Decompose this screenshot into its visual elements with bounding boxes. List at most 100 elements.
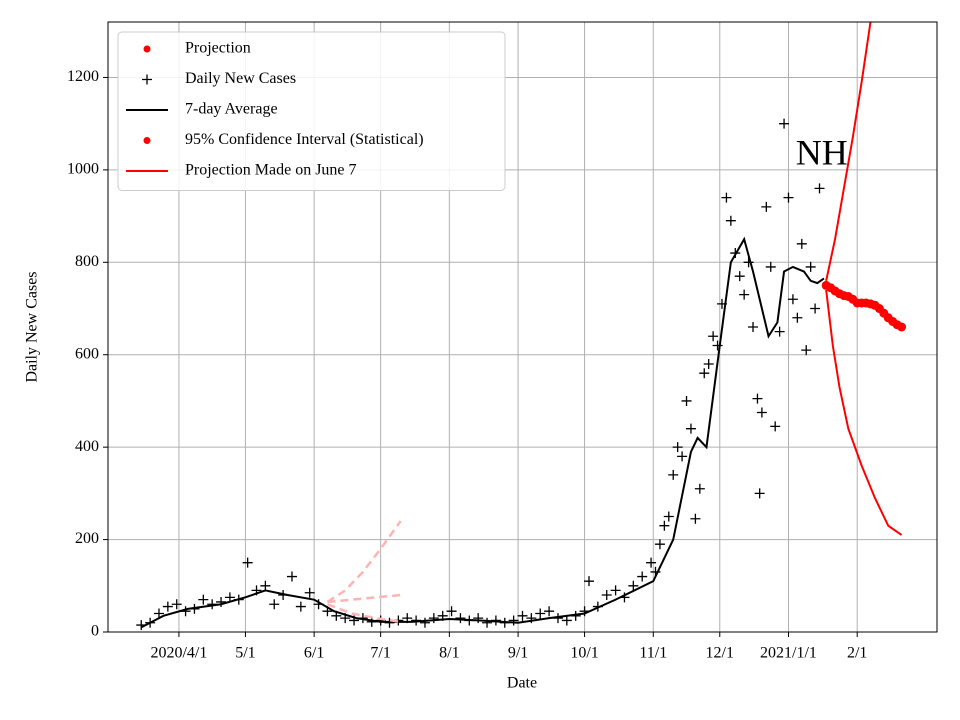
plus-marker	[419, 617, 430, 628]
plus-marker	[690, 513, 701, 524]
x-tick-label: 11/1	[639, 645, 667, 662]
plus-marker	[668, 469, 679, 480]
plus-marker	[765, 261, 776, 272]
plus-marker	[663, 511, 674, 522]
plus-marker	[260, 580, 271, 591]
x-tick-label: 9/1	[508, 645, 528, 662]
x-tick-label: 7/1	[370, 645, 390, 662]
y-tick-label: 400	[75, 438, 99, 455]
plot	[136, 22, 907, 631]
plus-marker	[628, 580, 639, 591]
plus-marker	[739, 289, 750, 300]
annotation: NH	[796, 132, 848, 172]
plus-marker	[659, 520, 670, 531]
legend-marker	[143, 137, 151, 144]
plus-marker	[787, 294, 798, 305]
plus-marker	[269, 599, 280, 610]
plus-marker	[792, 312, 803, 323]
plus-marker	[535, 608, 546, 619]
plus-marker	[637, 571, 648, 582]
plus-marker	[508, 615, 519, 626]
dot-marker	[897, 322, 907, 332]
line	[825, 22, 872, 281]
x-tick-label: 10/1	[570, 645, 598, 662]
plus-marker	[162, 601, 173, 612]
plus-marker	[216, 596, 227, 607]
y-tick-label: 600	[75, 345, 99, 362]
x-tick-label: 5/1	[235, 645, 255, 662]
plus-marker	[544, 606, 555, 617]
y-tick-label: 200	[75, 530, 99, 547]
plus-marker	[583, 576, 594, 587]
plus-marker	[304, 587, 315, 598]
y-tick-label: 800	[75, 253, 99, 270]
legend-label: 7-day Average	[185, 101, 278, 118]
plus-marker	[681, 395, 692, 406]
x-tick-label: 8/1	[439, 645, 459, 662]
plus-marker	[783, 192, 794, 203]
legend-label: 95% Confidence Interval (Statistical)	[185, 131, 424, 148]
plus-marker	[677, 451, 688, 462]
plus-marker	[601, 590, 612, 601]
plus-marker	[610, 585, 621, 596]
plus-marker	[725, 215, 736, 226]
plus-marker	[754, 488, 765, 499]
y-tick-label: 1000	[67, 161, 99, 178]
y-tick-label: 1200	[67, 68, 99, 85]
plus-marker	[734, 271, 745, 282]
plus-marker	[428, 613, 439, 624]
legend-label: Projection	[185, 40, 251, 57]
x-axis-label: Date	[507, 675, 537, 692]
plus-marker	[473, 613, 484, 624]
plus-marker	[805, 261, 816, 272]
legend-marker	[143, 45, 151, 53]
plus-marker	[654, 539, 665, 550]
plus-marker	[774, 326, 785, 337]
line	[140, 236, 825, 629]
plus-marker	[748, 322, 759, 332]
x-tick-label: 12/1	[706, 645, 734, 662]
line	[326, 603, 401, 624]
line	[825, 289, 903, 536]
y-tick-label: 0	[91, 623, 99, 640]
plus-marker	[171, 599, 182, 610]
plus-marker	[703, 358, 714, 369]
plus-marker	[721, 192, 732, 203]
legend-box	[117, 31, 506, 191]
plus-marker	[801, 345, 812, 356]
plus-marker	[198, 594, 209, 605]
legend-marker	[142, 74, 152, 85]
plus-marker	[153, 608, 164, 619]
plus-marker	[446, 606, 457, 617]
plus-marker	[224, 592, 235, 603]
plus-marker	[814, 183, 825, 194]
legend-label: Daily New Cases	[185, 70, 296, 87]
plus-marker	[796, 238, 807, 249]
plus-marker	[561, 615, 572, 626]
plus-marker	[694, 483, 705, 494]
plus-marker	[455, 613, 466, 624]
plus-marker	[672, 442, 683, 453]
line	[326, 520, 402, 604]
plus-marker	[770, 421, 781, 432]
plus-marker	[699, 368, 710, 379]
plus-marker	[752, 393, 763, 404]
x-tick-label: 6/1	[304, 645, 324, 662]
plus-marker	[295, 601, 306, 612]
plus-marker	[685, 423, 696, 434]
plus-marker	[286, 571, 297, 582]
plus-marker	[761, 201, 772, 212]
plus-marker	[810, 303, 821, 314]
x-tick-label: 2020/4/1	[150, 645, 207, 662]
plus-marker	[646, 557, 657, 568]
x-tick-label: 2021/1/1	[760, 645, 817, 662]
legend-label: Projection Made on June 7	[185, 162, 357, 179]
x-tick-label: 2/1	[847, 645, 867, 662]
plus-marker	[482, 617, 493, 628]
plus-marker	[242, 557, 253, 568]
plus-marker	[517, 610, 528, 621]
plus-marker	[712, 340, 723, 351]
plus-marker	[779, 118, 790, 129]
plus-marker	[708, 331, 719, 342]
